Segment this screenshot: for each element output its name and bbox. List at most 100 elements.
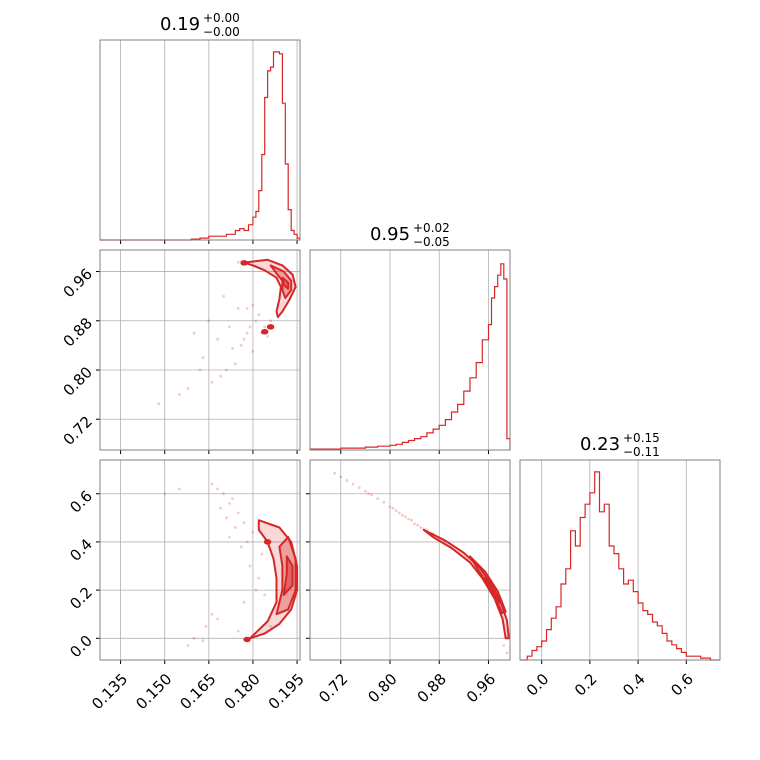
param1-vs-param3-point	[201, 639, 205, 643]
param2-vs-param3-point	[419, 526, 423, 529]
param1-vs-param3-point	[163, 492, 167, 496]
param1-vs-param3-point	[239, 545, 243, 549]
param3-marginal-xtick-label: 0.0	[523, 670, 553, 700]
param1-vs-param3-contour-outer	[249, 519, 299, 640]
param1-vs-param3-point	[242, 600, 246, 604]
param2-vs-param3-point	[351, 482, 355, 486]
param2-vs-param3-contour-outer	[422, 528, 510, 640]
param2-vs-param3-point	[397, 511, 401, 515]
param1-vs-param2-point	[248, 325, 252, 329]
param2-marginal-title-lower: −0.05	[413, 235, 450, 249]
param2-vs-param3-point	[407, 517, 410, 521]
param1-vs-param3-frame	[99, 459, 301, 661]
param1-vs-param3-point	[210, 482, 214, 486]
param3-marginal-title-upper: +0.15	[623, 431, 660, 445]
param2-vs-param3-point	[416, 523, 420, 527]
param1-vs-param2-ytick-label: 0.88	[60, 314, 96, 350]
param2-vs-param3-point	[413, 522, 416, 526]
param2-vs-param3-point	[382, 500, 386, 504]
param1-vs-param2-point	[231, 347, 234, 350]
param1-vs-param3-point	[245, 540, 249, 544]
param1-vs-param3-point	[178, 487, 181, 491]
param1-vs-param3-point	[269, 624, 272, 628]
param1-vs-param2-point	[266, 334, 269, 338]
param1-vs-param2-scatter	[157, 260, 272, 406]
param1-vs-param2-point	[263, 325, 267, 329]
param2-vs-param3-point	[345, 479, 349, 482]
param1-vs-param2-point	[251, 304, 255, 307]
param1-vs-param2-ytick-label: 0.96	[60, 265, 96, 301]
param1-vs-param3-scatter	[163, 482, 272, 647]
param1-vs-param3-ytick-label: 0.0	[66, 632, 96, 662]
param2-marginal-title: 0.95	[370, 224, 410, 245]
param1-vs-param2-point	[242, 337, 246, 341]
param1-vs-param3-point	[231, 497, 234, 500]
param1-vs-param2-point	[254, 319, 258, 323]
param2-vs-param3-xtick-label: 0.80	[364, 670, 400, 706]
param1-vs-param3-contour-inner	[282, 555, 294, 596]
param1-vs-param2-ytick-label: 0.80	[60, 363, 96, 399]
param1-vs-param2-point	[236, 307, 240, 310]
param3-marginal-histogram	[520, 471, 720, 661]
param1-vs-param2-contour-blob	[260, 329, 269, 335]
param2-vs-param3-xtick-label: 0.88	[414, 670, 450, 706]
param1-vs-param2-point	[210, 380, 214, 384]
param1-marginal-frame	[99, 39, 301, 241]
param1-vs-param2-point	[178, 393, 181, 396]
param1-vs-param2-point	[157, 402, 161, 406]
param1-vs-param2-point	[207, 319, 211, 323]
param1-vs-param3-point	[216, 617, 220, 621]
param2-vs-param3-point	[502, 644, 506, 647]
param1-vs-param3-contour-blob	[263, 539, 272, 545]
param1-vs-param2-contour-inner	[281, 276, 290, 290]
param2-vs-param3-point	[404, 515, 407, 518]
param2-vs-param3-point	[357, 486, 361, 490]
param1-vs-param3-point	[236, 629, 240, 633]
param1-marginal-title: 0.19	[160, 14, 200, 35]
param1-vs-param3-xtick-label: 0.135	[88, 670, 131, 713]
param1-marginal-title-lower: −0.00	[203, 25, 240, 39]
param1-vs-param3-xtick-label: 0.195	[265, 670, 308, 713]
param1-vs-param2-point	[245, 307, 249, 310]
param1-vs-param3-point	[216, 487, 220, 491]
param2-vs-param3-point	[367, 492, 370, 496]
param1-vs-param3-point	[222, 492, 225, 496]
param1-vs-param3-xtick-label: 0.165	[176, 670, 219, 713]
param2-vs-param3-point	[339, 475, 343, 479]
param1-vs-param2-point	[245, 331, 249, 335]
param1-vs-param2-point	[219, 374, 223, 378]
param1-vs-param2-contour-outer	[243, 258, 297, 319]
param1-vs-param3-ytick-label: 0.2	[66, 583, 96, 613]
param1-vs-param2-point	[228, 325, 231, 329]
param1-vs-param3-point	[236, 511, 240, 515]
param2-vs-param3-point	[410, 518, 413, 522]
param2-marginal-title-upper: +0.02	[413, 221, 450, 235]
param1-vs-param3-point	[263, 593, 267, 597]
param1-vs-param3-point	[228, 502, 231, 505]
param1-vs-param2-point	[269, 319, 272, 323]
param1-vs-param2-point	[198, 368, 202, 372]
param1-vs-param3-ytick-label: 0.6	[66, 487, 96, 517]
param1-vs-param2-point	[222, 294, 225, 298]
param1-marginal-histogram	[100, 51, 301, 241]
param1-vs-param2-contour-mid	[269, 264, 293, 299]
param1-vs-param2-point	[239, 344, 243, 347]
param3-marginal-xtick-label: 0.2	[571, 670, 601, 700]
param2-marginal-histogram	[309, 263, 511, 450]
param2-vs-param3-xtick-label: 0.72	[315, 670, 351, 706]
param1-vs-param2-point	[192, 331, 196, 335]
param1-vs-param2-point	[225, 368, 228, 372]
param2-marginal-frame	[309, 249, 511, 451]
param2-vs-param3-scatter	[333, 471, 509, 655]
param1-vs-param2-point	[233, 362, 237, 366]
param1-vs-param3-point	[210, 612, 214, 616]
param1-vs-param3-point	[248, 564, 252, 568]
param3-marginal-title-lower: −0.11	[623, 445, 660, 459]
param1-vs-param3-xtick-label: 0.150	[132, 670, 175, 713]
param1-vs-param2-point	[216, 337, 220, 341]
param1-vs-param3-point	[242, 521, 246, 525]
param1-vs-param3-point	[186, 644, 190, 647]
param1-vs-param3-point	[228, 535, 231, 539]
param1-vs-param3-point	[257, 576, 261, 580]
param1-vs-param3-point	[233, 526, 237, 529]
